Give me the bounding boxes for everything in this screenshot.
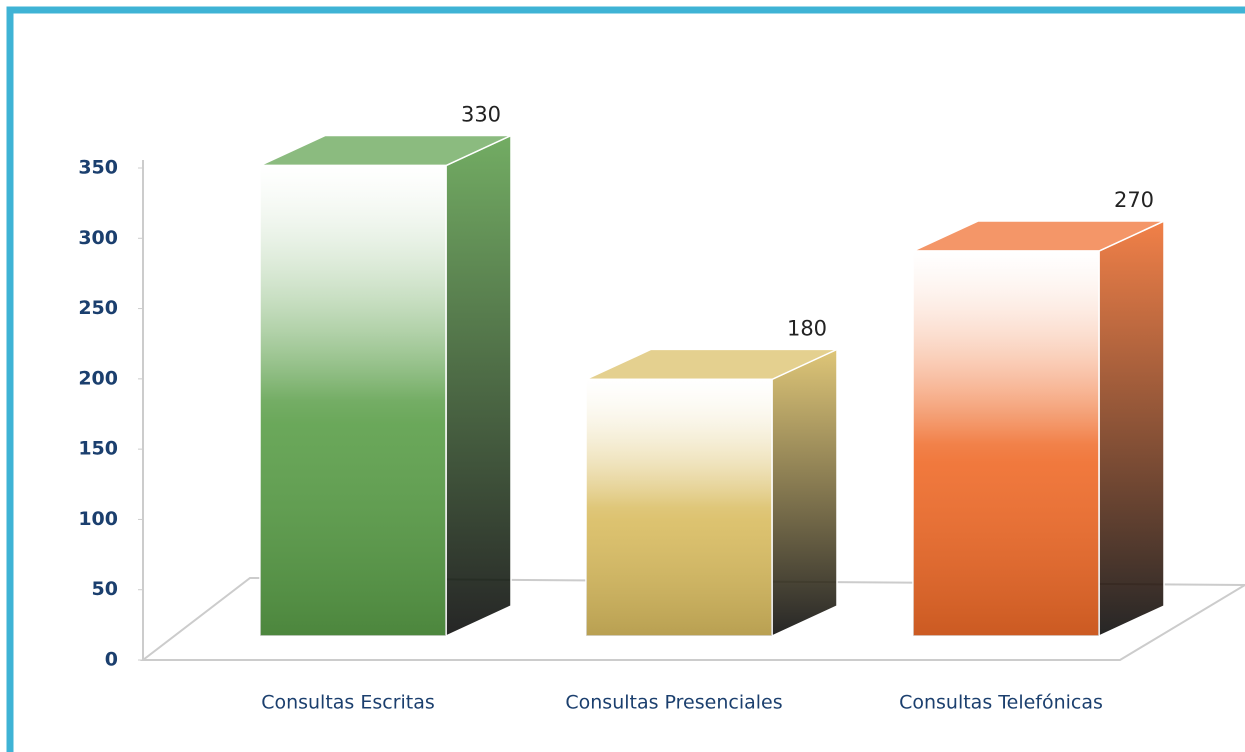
bar (912, 219, 1165, 638)
bar (585, 348, 838, 638)
bar-side (1098, 219, 1165, 638)
y-tick-label: 50 (92, 578, 118, 600)
bar-shine (913, 251, 1099, 637)
y-tick-label: 350 (78, 157, 118, 179)
bar-shine (586, 379, 772, 636)
bar-shine (260, 165, 446, 636)
y-tick-label: 0 (105, 649, 118, 671)
y-tick-label: 150 (78, 438, 118, 460)
y-tick-label: 100 (78, 508, 118, 530)
x-tick-label: Consultas Escritas (261, 692, 435, 714)
bar-side (771, 348, 838, 638)
bar-side (445, 134, 512, 638)
data-label: 180 (787, 316, 827, 340)
data-label: 270 (1114, 188, 1154, 212)
bar (259, 134, 512, 638)
x-tick-label: Consultas Telefónicas (899, 692, 1103, 714)
y-tick-label: 300 (78, 227, 118, 249)
y-tick-label: 200 (78, 367, 118, 389)
y-tick-label: 250 (78, 297, 118, 319)
x-tick-label: Consultas Presenciales (565, 692, 782, 714)
data-label: 330 (461, 103, 501, 127)
